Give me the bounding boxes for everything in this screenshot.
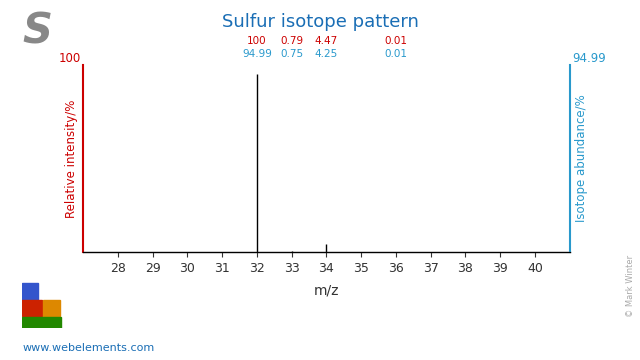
Bar [42,301,60,316]
Text: 94.99: 94.99 [572,52,606,65]
Text: www.webelements.com: www.webelements.com [22,343,155,353]
Text: S: S [22,11,52,53]
Text: Sulfur isotope pattern: Sulfur isotope pattern [221,13,419,31]
Text: 0.79: 0.79 [280,36,303,46]
Text: 0.01: 0.01 [385,49,408,59]
X-axis label: m/z: m/z [314,283,339,297]
Text: 0.75: 0.75 [280,49,303,59]
Text: 94.99: 94.99 [242,49,272,59]
Bar [22,301,42,316]
Text: © Mark Winter: © Mark Winter [626,255,635,317]
Y-axis label: Relative intensity/%: Relative intensity/% [65,99,77,217]
Text: 100: 100 [58,52,81,65]
Bar [22,317,61,328]
Text: 0.01: 0.01 [385,36,408,46]
Y-axis label: Isotope abundance/%: Isotope abundance/% [575,95,588,222]
Text: 100: 100 [247,36,267,46]
Text: 4.47: 4.47 [315,36,338,46]
Text: 4.25: 4.25 [315,49,338,59]
Bar [22,283,38,300]
